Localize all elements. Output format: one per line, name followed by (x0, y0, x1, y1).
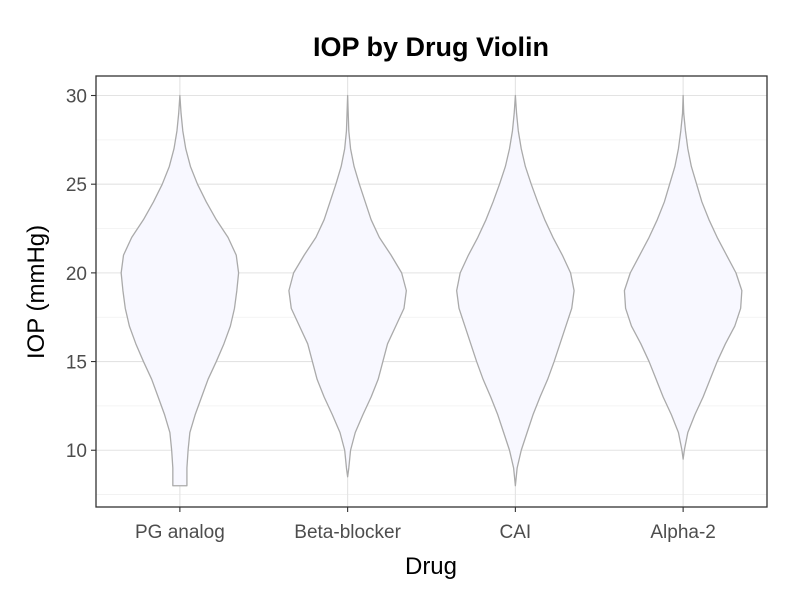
chart-title: IOP by Drug Violin (313, 32, 549, 62)
x-axis-title: Drug (405, 553, 457, 580)
y-tick-label: 20 (66, 264, 87, 285)
violin-alpha-2 (623, 94, 743, 460)
y-tick-label: 10 (66, 441, 87, 462)
violin-pg-analog (120, 94, 240, 487)
plot-panel-border (95, 75, 768, 508)
y-tick-label: 25 (66, 175, 87, 196)
x-axis: PG analog Beta-blocker CAI Alpha-2 (135, 507, 716, 543)
violin-beta-blocker (288, 94, 407, 478)
x-tick-label: CAI (500, 522, 532, 543)
violin-cai (456, 94, 575, 487)
y-axis: 10 15 20 25 30 (66, 87, 96, 462)
violins (120, 94, 743, 487)
x-tick-label: PG analog (135, 522, 225, 543)
x-tick-label: Alpha-2 (650, 522, 716, 543)
y-tick-label: 15 (66, 353, 87, 374)
x-tick-label: Beta-blocker (294, 522, 401, 543)
y-tick-label: 30 (66, 87, 87, 108)
y-axis-title: IOP (mmHg) (23, 225, 50, 359)
